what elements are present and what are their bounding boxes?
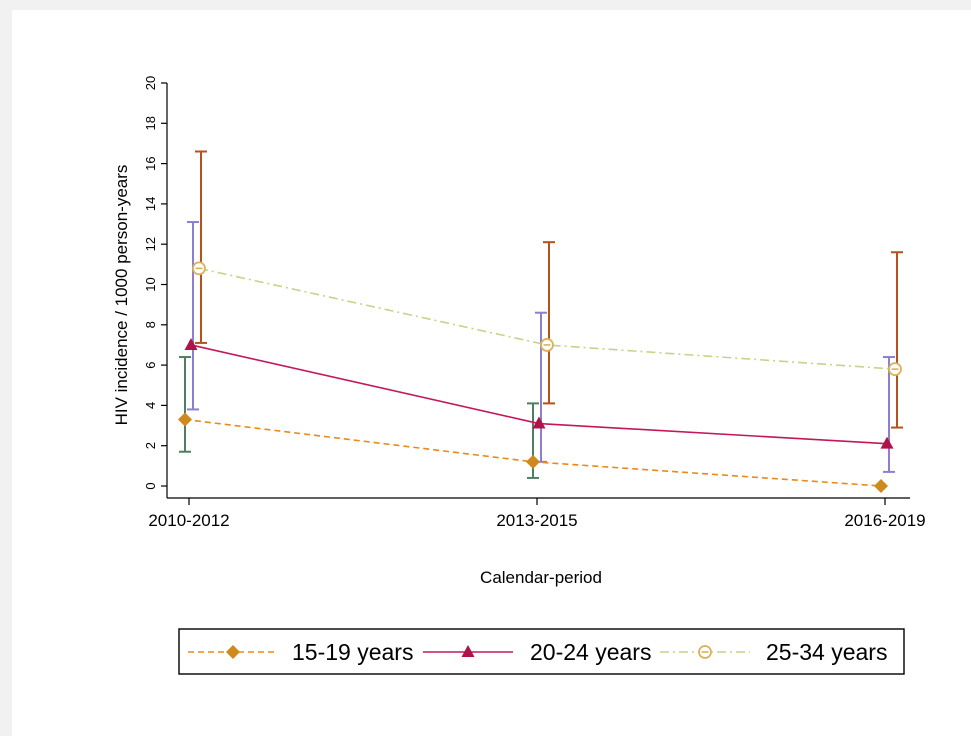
error-bar <box>187 221 199 411</box>
legend-entry: 25-34 years <box>660 639 887 665</box>
legend-entry: 20-24 years <box>423 639 651 665</box>
y-tick-label: 12 <box>143 237 158 251</box>
y-tick-label: 18 <box>143 116 158 130</box>
legend-label: 20-24 years <box>530 639 651 665</box>
x-axis-title: Calendar-period <box>480 568 602 587</box>
y-tick-label: 6 <box>143 361 158 368</box>
figure-area: 0 2 4 6 8 10 12 14 16 18 20 2010-2012 2013-2015 2016… <box>12 10 971 736</box>
y-tick-label: 0 <box>143 482 158 489</box>
y-tick-label: 20 <box>143 76 158 90</box>
confidence-intervals <box>179 150 903 479</box>
legend: 15-19 years 20-24 years 25-34 years <box>178 628 905 675</box>
data-point <box>184 337 198 350</box>
legend-entry: 15-19 years <box>188 639 413 665</box>
data-point <box>532 416 546 429</box>
data-point <box>888 362 902 377</box>
y-tick-label: 2 <box>143 442 158 449</box>
series-markers <box>178 261 902 493</box>
legend-label: 15-19 years <box>292 639 413 665</box>
data-point <box>526 454 540 469</box>
data-point <box>874 479 888 493</box>
error-bar <box>883 356 895 473</box>
x-tick-label: 2013-2015 <box>496 511 577 530</box>
y-tick-label: 16 <box>143 156 158 170</box>
data-point <box>461 645 475 657</box>
y-tick-label: 4 <box>143 402 158 409</box>
x-tick-label: 2010-2012 <box>148 511 229 530</box>
series-line <box>190 344 888 445</box>
x-tick-label: 2016-2019 <box>844 511 925 530</box>
y-tick-label: 8 <box>143 321 158 328</box>
error-bar <box>535 311 547 463</box>
y-tick-label: 14 <box>143 197 158 211</box>
data-point <box>192 261 206 276</box>
data-point <box>226 645 240 659</box>
x-axis: 2010-2012 2013-2015 2016-2019 <box>148 497 926 530</box>
series-line <box>198 267 896 370</box>
y-tick-label: 10 <box>143 277 158 291</box>
y-axis-title: HIV incidence / 1000 person-years <box>112 165 131 426</box>
error-bar <box>179 356 191 453</box>
incidence-chart: 0 2 4 6 8 10 12 14 16 18 20 2010-2012 2013-2015 2016… <box>112 76 926 675</box>
error-bar <box>195 150 207 344</box>
legend-box <box>178 628 905 675</box>
data-point <box>880 436 894 449</box>
data-point <box>178 412 192 427</box>
error-bar <box>891 251 903 429</box>
data-point <box>698 645 712 659</box>
data-point <box>540 338 554 352</box>
legend-label: 25-34 years <box>766 639 887 665</box>
y-axis: 0 2 4 6 8 10 12 14 16 18 20 <box>143 76 168 498</box>
error-bar <box>543 241 555 405</box>
